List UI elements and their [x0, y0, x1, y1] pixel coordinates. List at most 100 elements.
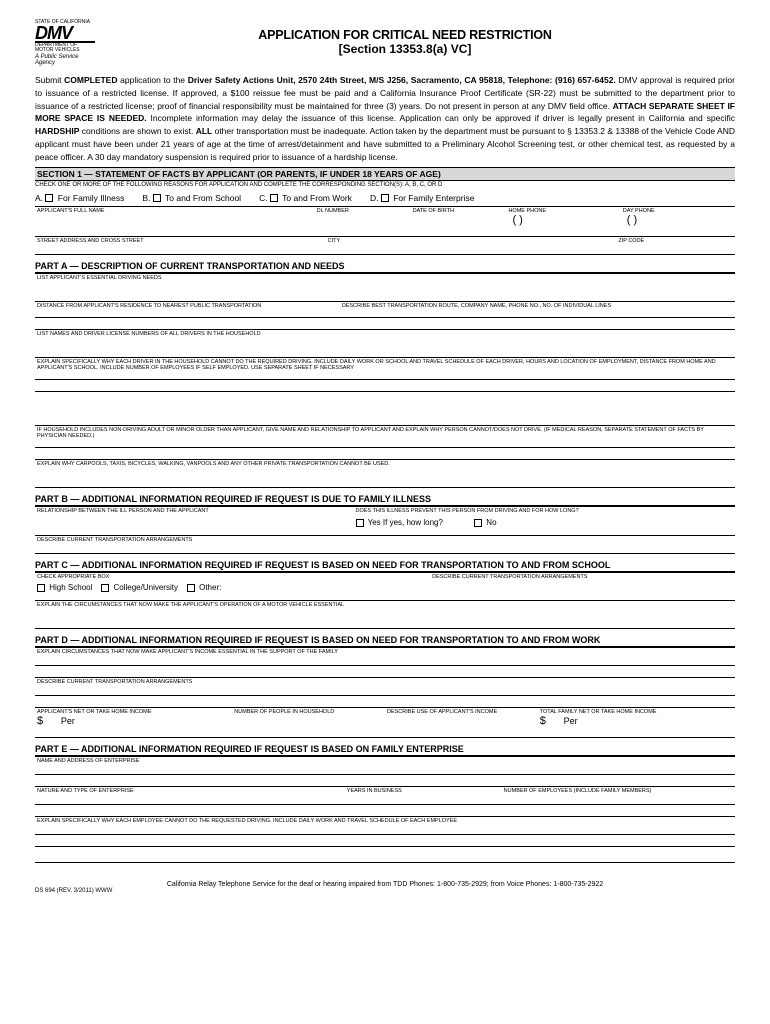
spacer-d2: [35, 696, 735, 708]
checkbox-no[interactable]: [474, 519, 482, 527]
field-a2a[interactable]: DISTANCE FROM APPLICANT'S RESIDENCE TO N…: [35, 302, 340, 318]
lbl-d-c3: DESCRIBE USE OF APPLICANT'S INCOME: [387, 709, 536, 715]
enterprise-row: NATURE AND TYPE OF ENTERPRISE YEARS IN B…: [35, 787, 735, 805]
yes-label: Yes If yes, how long?: [368, 518, 443, 527]
spacer-e1: [35, 775, 735, 787]
field-a4[interactable]: EXPLAIN SPECIFICALLY WHY EACH DRIVER IN …: [35, 358, 735, 380]
opt-a-label: For Family Illness: [58, 193, 125, 203]
checkbox-c[interactable]: [270, 194, 278, 202]
t: HARDSHIP: [35, 126, 79, 136]
t: ALL: [196, 126, 213, 136]
lbl-a1: LIST APPLICANT'S ESSENTIAL DRIVING NEEDS: [37, 275, 733, 281]
section1-instruction: CHECK ONE OR MORE OF THE FOLLOWING REASO…: [35, 181, 735, 190]
field-a2b[interactable]: DESCRIBE BEST TRANSPORTATION ROUTE, COMP…: [340, 302, 735, 318]
spacer-a4a: [35, 380, 735, 392]
checkbox-hs[interactable]: [37, 584, 45, 592]
checkbox-yes[interactable]: [356, 519, 364, 527]
t: application to the: [118, 75, 188, 85]
checkbox-other[interactable]: [187, 584, 195, 592]
field-a3[interactable]: LIST NAMES AND DRIVER LICENSE NUMBERS OF…: [35, 330, 735, 358]
checkbox-d[interactable]: [381, 194, 389, 202]
checkbox-a[interactable]: [45, 194, 53, 202]
yesno-row: Yes If yes, how long? No: [356, 514, 733, 527]
option-c: C. To and From Work: [259, 193, 352, 203]
part-e-header: PART E — ADDITIONAL INFORMATION REQUIRED…: [35, 738, 735, 757]
field-e3[interactable]: EXPLAIN SPECIFICALLY WHY EACH EMPLOYEE C…: [35, 817, 735, 835]
lbl-dl: DL NUMBER: [317, 208, 409, 214]
field-c2[interactable]: EXPLAIN THE CIRCUMSTANCES THAT NOW MAKE …: [35, 601, 735, 629]
lbl-street: STREET ADDRESS AND CROSS STREET: [37, 238, 324, 244]
lbl-e-c1: NATURE AND TYPE OF ENTERPRISE: [37, 788, 343, 794]
t: Driver Safety Actions Unit, 2570 24th St…: [188, 75, 616, 85]
field-a1[interactable]: LIST APPLICANT'S ESSENTIAL DRIVING NEEDS: [35, 274, 735, 302]
form-section-code: [Section 13353.8(a) VC]: [75, 42, 735, 56]
lbl-c2: EXPLAIN THE CIRCUMSTANCES THAT NOW MAKE …: [37, 602, 733, 608]
lbl-b1a: RELATIONSHIP BETWEEN THE ILL PERSON AND …: [37, 508, 352, 514]
footer-form-id: DS 694 (REV. 3/2011) WWW: [35, 888, 735, 894]
lbl-c-arr: DESCRIBE CURRENT TRANSPORTATION ARRANGEM…: [432, 574, 733, 580]
option-a: A. For Family Illness: [35, 193, 124, 203]
checkbox-cu[interactable]: [101, 584, 109, 592]
part-b-header: PART B — ADDITIONAL INFORMATION REQUIRED…: [35, 488, 735, 507]
t: Incomplete information may delay the iss…: [147, 113, 735, 123]
lbl-dob: DATE OF BIRTH: [413, 208, 505, 214]
lbl-b2: DESCRIBE CURRENT TRANSPORTATION ARRANGEM…: [37, 537, 733, 543]
lbl-d1: EXPLAIN CIRCUMSTANCES THAT NOW MAKE APPL…: [37, 649, 733, 655]
spacer-e2: [35, 805, 735, 817]
field-a5[interactable]: IF HOUSEHOLD INCLUDES NON-DRIVING ADULT …: [35, 426, 735, 448]
field-c1b[interactable]: DESCRIBE CURRENT TRANSPORTATION ARRANGEM…: [430, 573, 735, 601]
lbl-d-c4: TOTAL FAMILY NET OR TAKE HOME INCOME: [540, 709, 733, 715]
lbl-e3: EXPLAIN SPECIFICALLY WHY EACH EMPLOYEE C…: [37, 818, 733, 824]
dollar2: $: [540, 715, 546, 727]
footer-relay: California Relay Telephone Service for t…: [35, 881, 735, 888]
t: COMPLETED: [64, 75, 117, 85]
field-b1a[interactable]: RELATIONSHIP BETWEEN THE ILL PERSON AND …: [35, 507, 354, 536]
lbl-e1: NAME AND ADDRESS OF ENTERPRISE: [37, 758, 733, 764]
reason-options: A. For Family Illness B. To and From Sch…: [35, 191, 735, 206]
school-options: High School College/University Other:: [37, 580, 428, 592]
lbl-a2a: DISTANCE FROM APPLICANT'S RESIDENCE TO N…: [37, 303, 338, 309]
applicant-row2: STREET ADDRESS AND CROSS STREET CITY ZIP…: [35, 237, 735, 255]
spacer-e4: [35, 847, 735, 863]
field-a6[interactable]: EXPLAIN WHY CARPOOLS, TAXIS, BICYCLES, W…: [35, 460, 735, 488]
option-b: B. To and From School: [142, 193, 241, 203]
applicant-row1: APPLICANT'S FULL NAME DL NUMBER DATE OF …: [35, 206, 735, 237]
lbl-a4: EXPLAIN SPECIFICALLY WHY EACH DRIVER IN …: [37, 359, 733, 371]
spacer-d1: [35, 666, 735, 678]
opt-d-label: For Family Enterprise: [393, 193, 474, 203]
checkbox-b[interactable]: [153, 194, 161, 202]
part-d-header: PART D — ADDITIONAL INFORMATION REQUIRED…: [35, 629, 735, 648]
spacer-a2: [35, 318, 735, 330]
field-d1[interactable]: EXPLAIN CIRCUMSTANCES THAT NOW MAKE APPL…: [35, 648, 735, 666]
field-b2[interactable]: DESCRIBE CURRENT TRANSPORTATION ARRANGEM…: [35, 536, 735, 554]
paren2: ( ): [623, 214, 733, 226]
lbl-d2: DESCRIBE CURRENT TRANSPORTATION ARRANGEM…: [37, 679, 733, 685]
cu-label: College/University: [114, 583, 178, 592]
spacer-a5: [35, 448, 735, 460]
section1-header: SECTION 1 — STATEMENT OF FACTS BY APPLIC…: [35, 167, 735, 181]
lbl-a3: LIST NAMES AND DRIVER LICENSE NUMBERS OF…: [37, 331, 733, 337]
field-a4b[interactable]: [35, 392, 735, 426]
part-a-header: PART A — DESCRIPTION OF CURRENT TRANSPOR…: [35, 255, 735, 274]
form-header: STATE OF CALIFORNIA DMV DEPARTMENT OF MO…: [35, 20, 735, 66]
lbl-e-c3: NUMBER OF EMPLOYEES (INCLUDE FAMILY MEMB…: [504, 788, 733, 794]
per2: Per: [564, 716, 578, 726]
opt-c-label: To and From Work: [282, 193, 352, 203]
field-d2[interactable]: DESCRIBE CURRENT TRANSPORTATION ARRANGEM…: [35, 678, 735, 696]
t: conditions are shown to exist.: [79, 126, 195, 136]
field-e1[interactable]: NAME AND ADDRESS OF ENTERPRISE: [35, 757, 735, 775]
lbl-d-c2: NUMBER OF PEOPLE IN HOUSEHOLD: [234, 709, 383, 715]
hs-label: High School: [49, 583, 92, 592]
field-b1: RELATIONSHIP BETWEEN THE ILL PERSON AND …: [35, 507, 735, 536]
option-d: D. For Family Enterprise: [370, 193, 475, 203]
field-c1: CHECK APPROPRIATE BOX High School Colleg…: [35, 573, 735, 601]
lbl-zip: ZIP CODE: [618, 238, 733, 244]
part-c-header: PART C — ADDITIONAL INFORMATION REQUIRED…: [35, 554, 735, 573]
field-b1b[interactable]: DOES THIS ILLNESS PREVENT THIS PERSON FR…: [354, 507, 735, 536]
lbl-a6: EXPLAIN WHY CARPOOLS, TAXIS, BICYCLES, W…: [37, 461, 733, 467]
title-block: APPLICATION FOR CRITICAL NEED RESTRICTIO…: [75, 20, 735, 56]
paren1: ( ): [508, 214, 618, 226]
form-title: APPLICATION FOR CRITICAL NEED RESTRICTIO…: [75, 28, 735, 42]
income-row: APPLICANT'S NET OR TAKE HOME INCOME$ Per…: [35, 708, 735, 738]
field-c1a: CHECK APPROPRIATE BOX High School Colleg…: [35, 573, 430, 601]
